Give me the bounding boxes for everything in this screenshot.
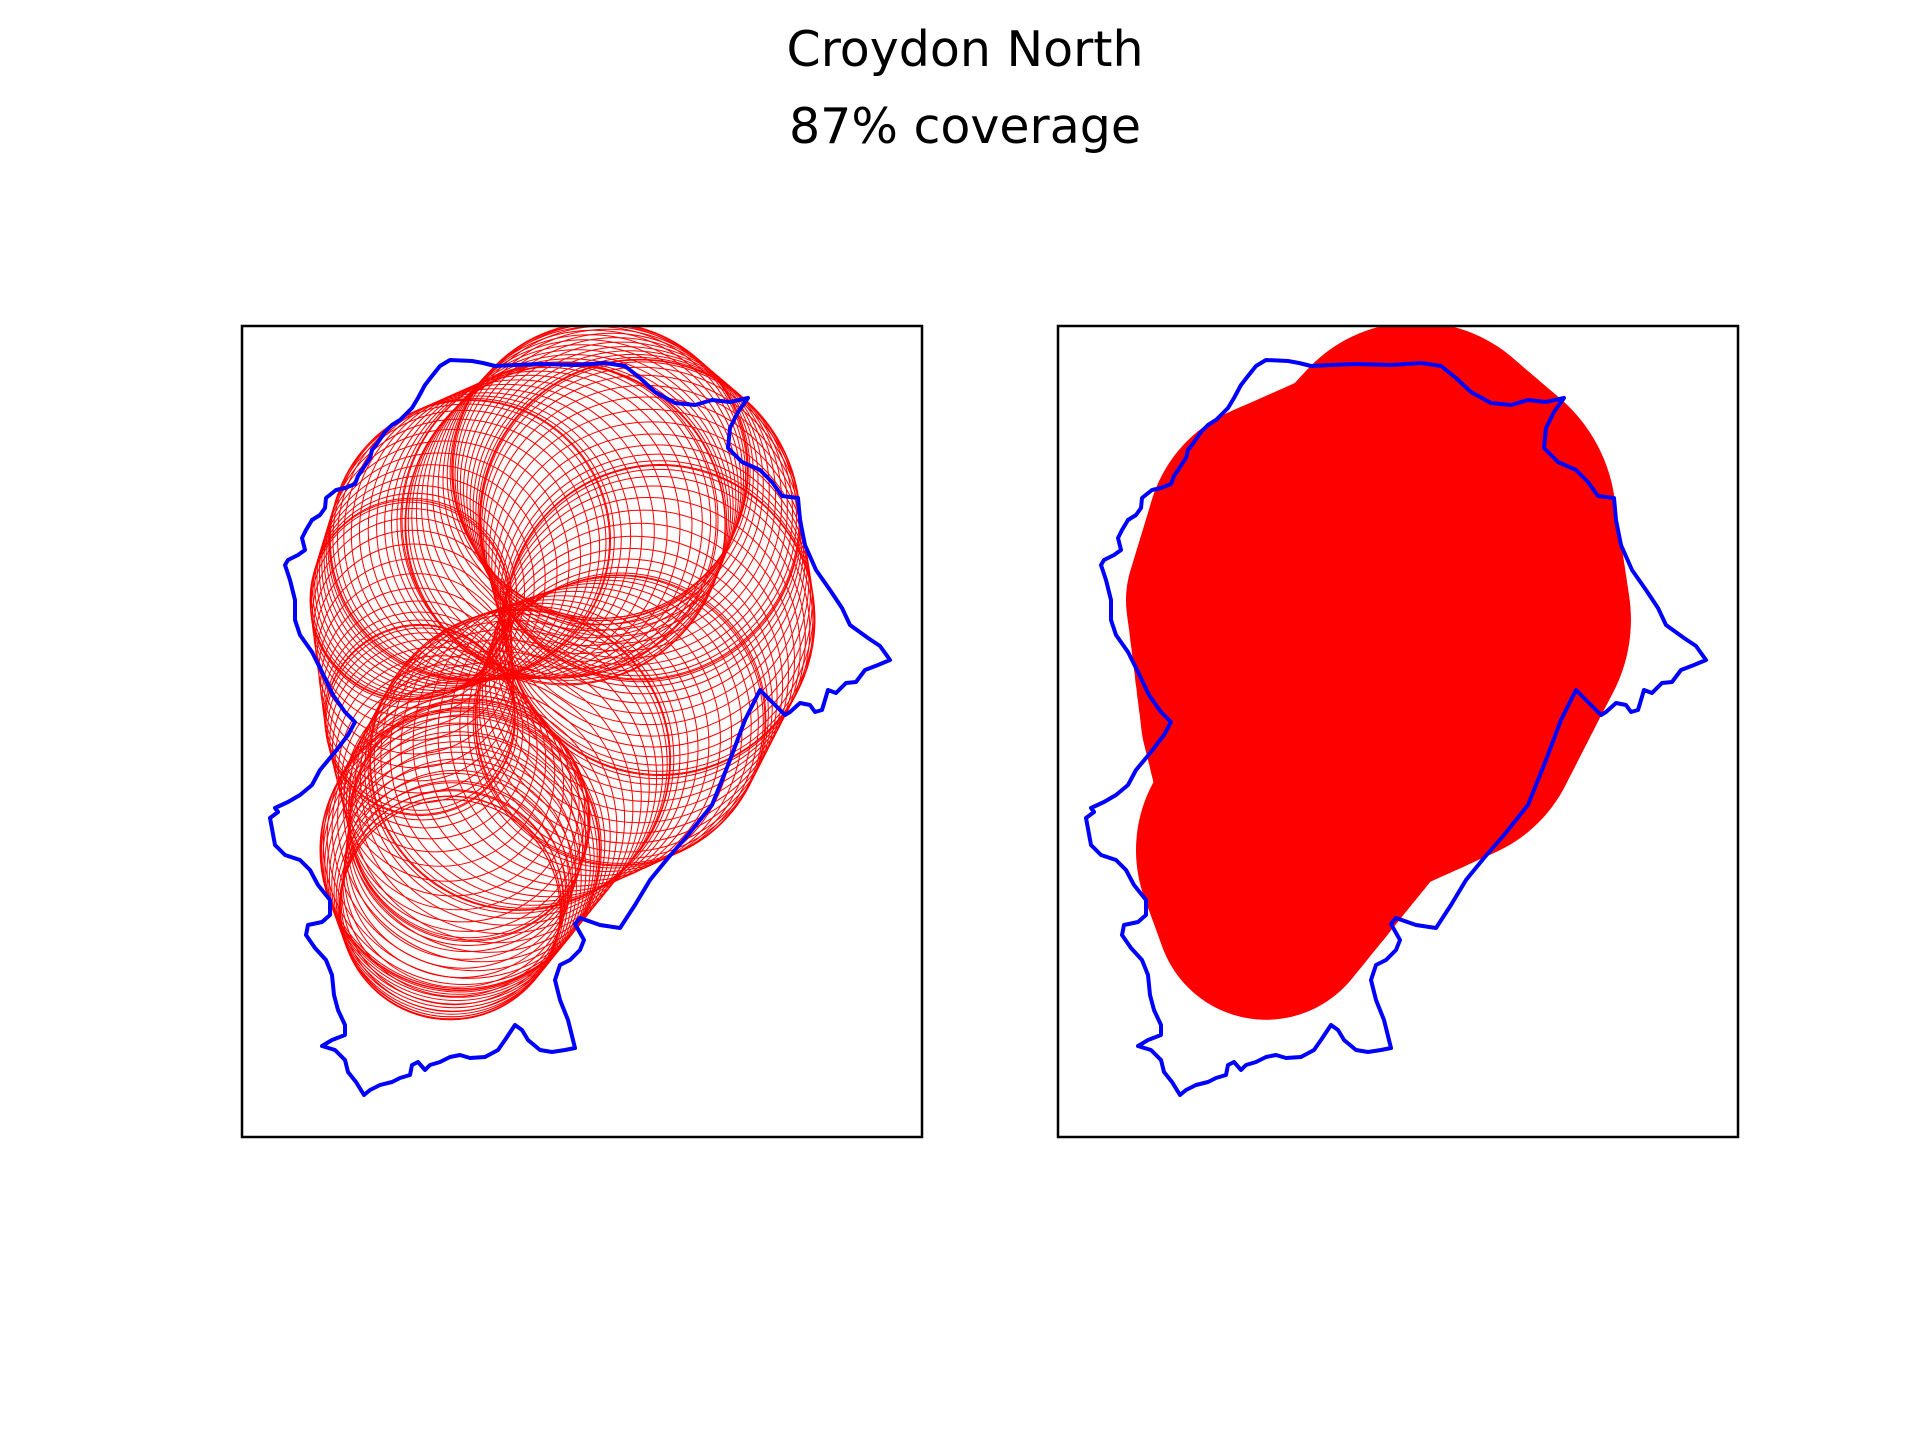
coverage-circles-left — [309, 326, 816, 1021]
coverage-circle — [344, 746, 577, 979]
coverage-circle — [320, 707, 602, 990]
coverage-circle — [331, 762, 577, 1009]
coverage-circle — [322, 722, 595, 995]
coverage-circle — [337, 664, 556, 882]
coverage-circle — [475, 353, 794, 672]
coverage-circle — [401, 361, 719, 679]
coverage-circle — [376, 374, 681, 680]
coverage-circle — [339, 795, 562, 1018]
coverage-circle — [367, 613, 668, 914]
panel-right — [1056, 324, 1740, 1139]
coverage-circle — [327, 409, 601, 683]
figure-subtitle: 87% coverage — [789, 98, 1141, 155]
coverage-circle — [412, 595, 710, 892]
coverage-circle — [432, 339, 739, 646]
coverage-circle — [389, 602, 689, 902]
coverage-circle — [340, 789, 564, 1013]
coverage-circle — [492, 509, 795, 813]
panel-left — [240, 324, 924, 1139]
coverage-circle — [369, 609, 671, 911]
coverage-circle — [437, 586, 733, 882]
coverage-circle — [326, 741, 587, 1001]
axes-frame-right — [1056, 324, 1740, 1139]
coverage-circle — [331, 685, 618, 972]
coverage-circle — [459, 332, 764, 637]
coverage-area-right — [1126, 326, 1631, 1020]
coverage-circle — [309, 497, 513, 701]
coverage-circle — [319, 711, 600, 992]
coverage-circle — [415, 354, 732, 670]
coverage-circle — [324, 731, 591, 998]
coverage-circle-filled — [1218, 362, 1534, 678]
coverage-circle — [343, 392, 632, 681]
axes-frame-left — [240, 324, 924, 1139]
coverage-circle — [323, 429, 581, 687]
coverage-circle — [451, 326, 749, 619]
coverage-circle — [334, 655, 547, 867]
coverage-circle — [314, 475, 535, 696]
coverage-circle — [343, 758, 573, 988]
coverage-circle — [452, 326, 751, 621]
coverage-circle — [370, 609, 671, 911]
coverage-circle — [469, 346, 783, 659]
coverage-circle — [310, 492, 518, 700]
coverage-circle — [348, 714, 587, 953]
coverage-circle — [463, 337, 770, 644]
coverage-circle — [323, 619, 516, 811]
coverage-circle — [497, 433, 812, 748]
coverage-circle — [367, 379, 668, 680]
coverage-circle — [454, 326, 754, 625]
boundary-left — [268, 358, 892, 1097]
coverage-circle — [347, 694, 586, 932]
coverage-circle — [325, 418, 592, 685]
coverage-circle — [456, 328, 759, 631]
coverage-circle — [350, 388, 643, 680]
coverage-circle — [316, 464, 546, 694]
coverage-circle — [328, 403, 607, 682]
coverage-circle — [467, 576, 759, 869]
coverage-circle — [312, 485, 526, 698]
coverage-circle — [318, 452, 558, 692]
coverage-circle — [331, 646, 538, 853]
coverage-circle — [359, 383, 655, 680]
coverage-circle — [345, 688, 580, 923]
boundary-right — [1084, 358, 1708, 1097]
coverage-circle — [474, 574, 766, 866]
figure-title: Croydon North — [786, 21, 1143, 78]
coverage-circle — [347, 723, 584, 960]
coverage-circle — [328, 751, 582, 1005]
coverage-circle — [346, 734, 580, 969]
coverage-circle — [329, 638, 530, 840]
coverage-circle — [321, 440, 570, 689]
coverage-circle — [400, 599, 699, 898]
coverage-circle — [501, 475, 811, 785]
coverage-circle — [466, 341, 777, 652]
